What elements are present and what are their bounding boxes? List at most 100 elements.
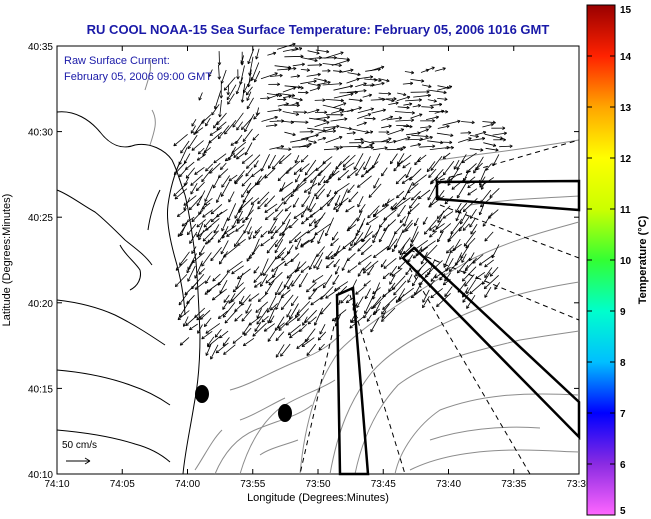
current-vector: [260, 72, 278, 80]
current-vector: [418, 189, 431, 200]
current-vector: [271, 260, 286, 272]
current-vector: [275, 344, 285, 358]
current-vector: [455, 209, 462, 222]
current-vector: [462, 293, 469, 303]
current-vector: [268, 217, 278, 235]
current-vector: [270, 231, 276, 240]
current-vector: [407, 274, 413, 283]
current-vector: [289, 329, 300, 339]
current-vector: [212, 273, 221, 282]
current-vector: [323, 124, 340, 129]
current-vector: [300, 68, 310, 72]
current-vector: [220, 69, 227, 84]
colorbar-tick-label: 6: [620, 460, 626, 471]
current-vector: [261, 315, 269, 323]
current-vector: [291, 97, 303, 102]
current-vector: [241, 118, 252, 130]
current-vector: [410, 289, 423, 299]
current-vector: [234, 174, 244, 185]
current-vector: [216, 208, 228, 218]
current-vector: [205, 344, 212, 356]
current-vector: [442, 160, 455, 176]
current-vector: [411, 134, 429, 139]
current-vector: [220, 240, 229, 255]
current-vector: [469, 282, 483, 295]
current-vector: [294, 231, 308, 243]
current-vector: [291, 47, 303, 52]
current-vector: [421, 105, 434, 110]
current-vector: [365, 216, 379, 225]
current-vector: [331, 59, 350, 66]
current-vector: [461, 253, 467, 263]
current-vector: [203, 147, 211, 154]
current-vector: [342, 162, 355, 171]
current-vector: [330, 238, 339, 247]
current-vector: [492, 131, 507, 136]
current-vector: [203, 218, 212, 228]
current-vector: [314, 212, 326, 228]
current-vector: [241, 182, 252, 198]
current-vector: [378, 130, 390, 134]
current-vector: [173, 133, 188, 147]
current-vector: [334, 195, 341, 207]
current-vector: [222, 302, 236, 318]
current-vector: [485, 163, 492, 171]
current-vector: [317, 80, 331, 86]
current-vector: [198, 268, 206, 275]
current-vector: [381, 198, 395, 207]
current-vector: [323, 170, 340, 184]
current-vector: [173, 161, 187, 176]
current-vector: [211, 288, 227, 301]
current-vector: [197, 225, 212, 237]
current-vector: [317, 126, 336, 134]
current-vector: [275, 331, 285, 342]
current-vector: [389, 265, 398, 276]
current-vector: [367, 265, 375, 276]
current-vector: [451, 176, 468, 190]
current-vector: [333, 84, 354, 91]
current-vector: [246, 154, 261, 169]
current-vector: [322, 82, 343, 86]
current-vector: [346, 224, 357, 232]
bathymetry-contours: [144, 59, 580, 475]
current-vector: [234, 313, 243, 322]
current-vector: [215, 342, 229, 354]
current-vector: [205, 163, 214, 172]
current-vector: [394, 111, 415, 115]
current-vector: [298, 142, 312, 148]
current-vector: [195, 127, 204, 134]
current-vector: [269, 315, 275, 324]
current-vector: [482, 212, 493, 227]
current-vector: [470, 223, 478, 235]
y-axis-ticks: 40:35 40:30 40:25 40:20 40:15 40:10: [28, 42, 579, 481]
current-vector: [197, 147, 205, 155]
current-vector: [345, 205, 355, 213]
current-vector: [399, 244, 406, 256]
current-vector: [297, 308, 309, 322]
current-vector: [493, 138, 506, 142]
current-vector: [436, 205, 451, 219]
current-vector: [217, 310, 228, 319]
current-vector: [253, 160, 259, 168]
current-vector: [219, 83, 224, 99]
current-vector: [173, 182, 188, 197]
current-vector: [296, 338, 310, 349]
x-tick-label: 73:35: [501, 479, 526, 490]
current-vector: [261, 115, 278, 122]
current-vector: [341, 258, 349, 271]
current-vector: [198, 92, 203, 101]
current-vector: [395, 288, 406, 303]
current-vector: [378, 78, 390, 83]
current-vector: [491, 244, 500, 259]
current-vector: [209, 127, 222, 136]
current-vector: [291, 273, 301, 287]
colorbar-tick-label: 15: [620, 5, 632, 16]
current-vector: [370, 317, 380, 333]
current-vector: [403, 102, 413, 106]
current-vector: [195, 181, 205, 192]
colorbar-tick-label: 14: [620, 52, 632, 63]
current-vector: [282, 212, 292, 225]
current-vector: [277, 167, 292, 182]
current-vector: [317, 331, 327, 341]
current-vector: [283, 94, 292, 99]
